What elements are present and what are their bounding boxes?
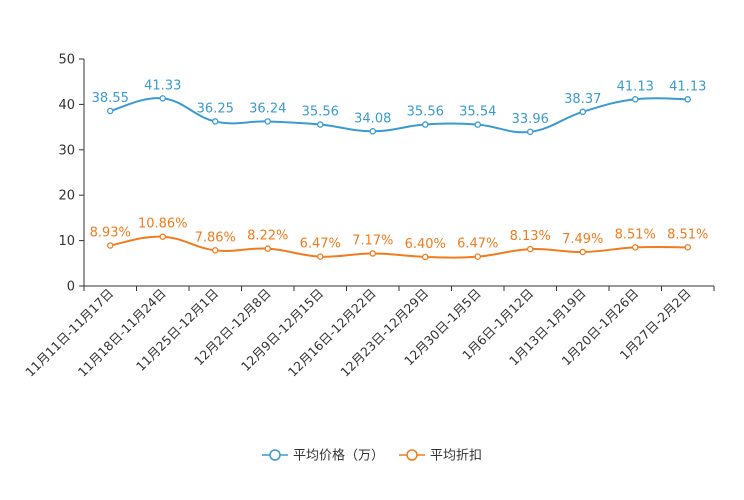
data-point [159,233,166,240]
data-label: 6.47% [457,237,498,252]
data-label: 35.56 [302,105,339,120]
data-point [107,242,114,249]
data-point [107,107,114,115]
data-point [632,244,639,251]
legend-marker-icon [406,449,418,461]
data-label: 7.49% [562,232,603,247]
data-point [211,118,219,125]
data-point [421,121,429,128]
data-label: 38.55 [92,91,129,106]
data-label: 8.93% [90,225,131,240]
legend-label[interactable]: 平均价格（万） [293,448,384,464]
data-point [369,128,376,135]
series-line-2 [110,235,688,259]
x-tick-label: 12月23日-12月29日 [337,286,431,380]
data-point [474,253,481,260]
x-tick-label: 11月18日-11月24日 [75,286,169,380]
y-tick-label: 20 [58,189,75,204]
data-label: 8.22% [247,229,288,244]
y-tick-label: 0 [67,280,75,295]
data-point [579,248,587,256]
data-point [159,95,166,102]
data-label: 38.37 [564,92,601,107]
y-tick-label: 50 [58,53,75,68]
y-tick-label: 10 [58,234,75,249]
data-label: 41.13 [617,79,654,94]
data-point [264,118,271,125]
data-point [474,121,481,128]
data-label: 33.96 [512,112,549,127]
y-tick-label: 40 [58,98,75,113]
data-point [527,245,534,253]
y-tick-label: 30 [58,143,75,158]
data-label: 10.86% [138,217,188,232]
data-point [316,253,324,260]
legend-marker-icon [269,449,281,461]
data-point [527,128,534,136]
data-label: 34.08 [354,111,391,126]
data-point [421,253,429,261]
data-point [632,96,639,103]
data-label: 8.51% [615,227,656,242]
data-label: 41.33 [144,78,181,93]
data-point [316,121,324,128]
data-label: 35.56 [407,105,444,120]
series-line-1 [109,97,688,134]
data-label: 7.86% [195,230,236,245]
data-point [684,244,692,251]
data-point [264,245,271,252]
x-tick-label: 12月16日-12月22日 [285,286,379,380]
data-point [579,108,587,116]
x-tick-label: 11月11日-11月17日 [22,286,116,380]
legend-label[interactable]: 平均折扣 [430,449,482,464]
data-point [684,96,692,103]
data-label: 6.47% [300,237,341,252]
data-label: 6.40% [405,237,446,252]
data-label: 36.25 [197,101,234,116]
data-point [369,250,376,257]
data-point [211,247,219,254]
data-label: 36.24 [249,101,286,116]
data-label: 8.13% [510,229,551,244]
data-label: 35.54 [459,105,496,120]
data-label: 7.17% [352,233,393,248]
data-label: 41.13 [669,79,706,94]
data-label: 8.51% [667,227,708,242]
